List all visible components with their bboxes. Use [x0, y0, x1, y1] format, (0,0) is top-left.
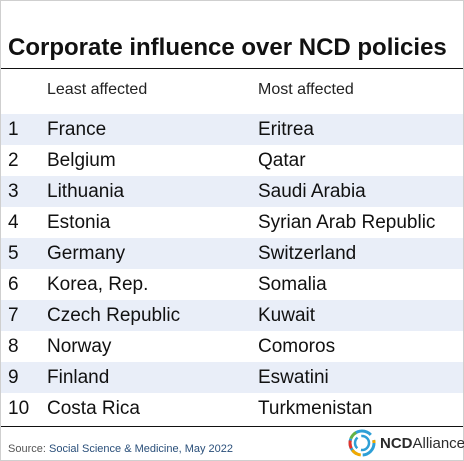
most-affected-country: Turkmenistan	[258, 398, 373, 419]
source-note: Source: Social Science & Medicine, May 2…	[8, 443, 233, 455]
least-affected-country: Germany	[47, 243, 126, 264]
table-row: 2 Belgium Qatar	[1, 145, 463, 176]
least-affected-country: France	[47, 119, 107, 140]
most-affected-country: Qatar	[258, 150, 306, 171]
table-row: 7 Czech Republic Kuwait	[1, 300, 463, 331]
least-affected-country: Czech Republic	[47, 305, 181, 326]
rank-number: 3	[8, 181, 19, 202]
rank-number: 1	[8, 119, 19, 140]
most-affected-country: Eswatini	[258, 367, 329, 388]
table-row: 1 France Eritrea	[1, 114, 463, 145]
rank-number: 6	[8, 274, 19, 295]
rank-number: 2	[8, 150, 19, 171]
table-row: 10 Costa Rica Turkmenistan	[1, 393, 463, 424]
most-affected-country: Comoros	[258, 336, 336, 357]
ranking-table: 1 France Eritrea 2 Belgium Qatar 3 Lithu…	[1, 114, 463, 424]
ncd-alliance-logo-mark-icon	[348, 429, 376, 457]
most-affected-country: Syrian Arab Republic	[258, 212, 436, 233]
logo-wordmark: NCDAlliance	[380, 435, 464, 452]
table-row: 4 Estonia Syrian Arab Republic	[1, 207, 463, 238]
table-row: 5 Germany Switzerland	[1, 238, 463, 269]
least-affected-country: Finland	[47, 367, 110, 388]
table-row: 8 Norway Comoros	[1, 331, 463, 362]
most-affected-country: Saudi Arabia	[258, 181, 366, 202]
rank-number: 4	[8, 212, 19, 233]
rank-number: 10	[8, 398, 30, 419]
least-affected-header: Least affected	[47, 81, 148, 98]
bottom-divider	[1, 426, 463, 427]
table-row: 3 Lithuania Saudi Arabia	[1, 176, 463, 207]
least-affected-country: Lithuania	[47, 181, 125, 202]
page-title: Corporate influence over NCD policies	[8, 34, 447, 61]
source-text: Social Science & Medicine, May 2022	[48, 443, 234, 455]
logo-wordmark-rest: Alliance	[412, 435, 464, 452]
least-affected-country: Norway	[47, 336, 112, 357]
table-row: 6 Korea, Rep. Somalia	[1, 269, 463, 300]
least-affected-country: Costa Rica	[47, 398, 140, 419]
most-affected-country: Somalia	[258, 274, 327, 295]
least-affected-country: Belgium	[47, 150, 116, 171]
top-divider	[1, 68, 463, 69]
rank-number: 9	[8, 367, 19, 388]
most-affected-country: Kuwait	[258, 305, 316, 326]
least-affected-country: Estonia	[47, 212, 111, 233]
least-affected-country: Korea, Rep.	[47, 274, 149, 295]
ncd-alliance-logo: NCDAlliance	[347, 428, 464, 458]
most-affected-country: Eritrea	[258, 119, 314, 140]
most-affected-header: Most affected	[258, 81, 354, 98]
rank-number: 7	[8, 305, 19, 326]
logo-wordmark-bold: NCD	[380, 435, 413, 452]
rank-number: 8	[8, 336, 19, 357]
most-affected-country: Switzerland	[258, 243, 357, 264]
source-label: Source:	[8, 443, 46, 455]
rank-number: 5	[8, 243, 19, 264]
table-row: 9 Finland Eswatini	[1, 362, 463, 393]
